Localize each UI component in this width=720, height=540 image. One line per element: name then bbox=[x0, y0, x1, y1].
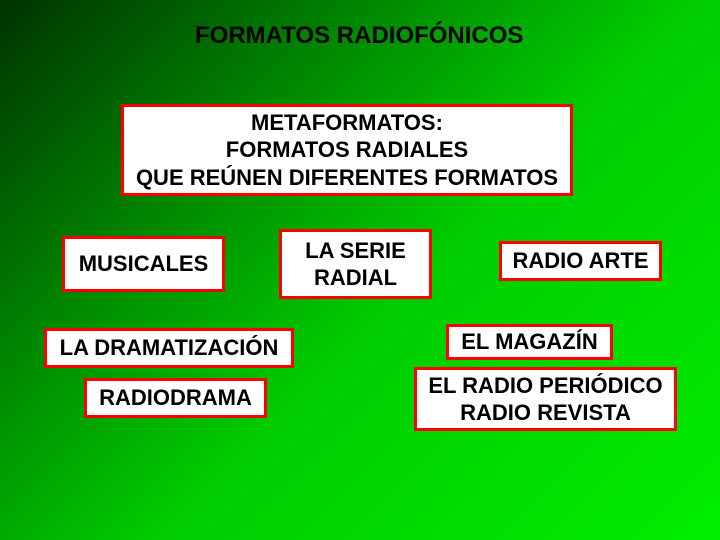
slide-title: FORMATOS RADIOFÓNICOS bbox=[195, 22, 523, 50]
box-radiodrama: RADIODRAMA bbox=[84, 378, 267, 418]
box-radio-arte: RADIO ARTE bbox=[499, 241, 662, 281]
box-magazin: EL MAGAZÍN bbox=[446, 324, 613, 360]
box-dramatizacion: LA DRAMATIZACIÓN bbox=[44, 328, 294, 368]
box-musicales: MUSICALES bbox=[62, 236, 225, 292]
box-serie-radial: LA SERIE RADIAL bbox=[279, 229, 432, 299]
box-periodico-revista: EL RADIO PERIÓDICO RADIO REVISTA bbox=[414, 367, 677, 431]
box-metaformatos: METAFORMATOS: FORMATOS RADIALES QUE REÚN… bbox=[121, 104, 573, 196]
